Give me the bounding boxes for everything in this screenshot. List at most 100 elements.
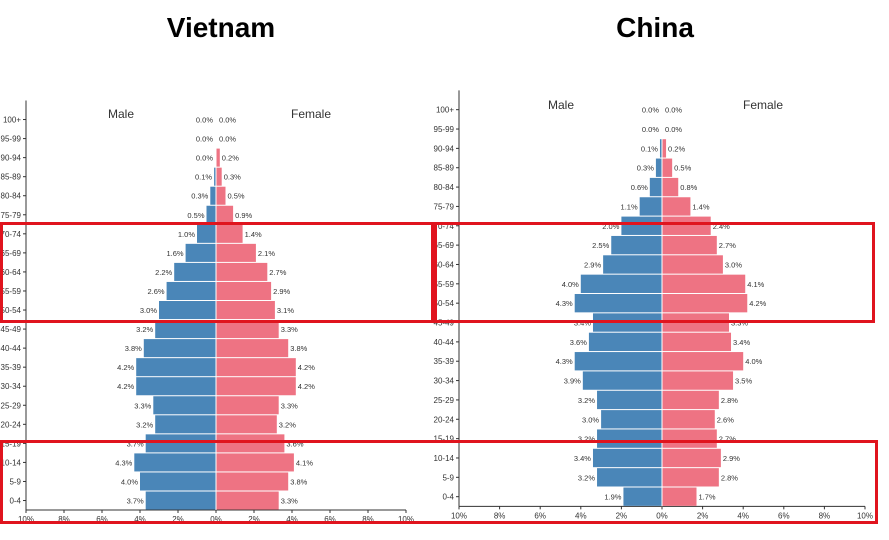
vietnam-male-label: Male <box>108 107 134 121</box>
vietnam-x-tick-label: 0% <box>210 515 222 524</box>
china-age-label: 75-79 <box>434 202 455 211</box>
vietnam-age-label: 80-84 <box>1 192 22 201</box>
china-age-label: 55-59 <box>434 280 455 289</box>
china-male-bar <box>580 274 662 293</box>
china-male-bar <box>582 371 662 390</box>
vietnam-female-value-label: 4.1% <box>296 458 313 467</box>
vietnam-male-bar <box>166 281 216 300</box>
vietnam-female-bar <box>216 205 234 224</box>
vietnam-female-value-label: 3.2% <box>279 420 296 429</box>
vietnam-age-label: 45-49 <box>1 325 22 334</box>
vietnam-female-value-label: 2.7% <box>269 268 286 277</box>
china-female-bar <box>662 487 697 506</box>
china-age-label: 10-14 <box>434 454 455 463</box>
china-male-value-label: 2.5% <box>592 241 609 250</box>
china-male-value-label: 4.0% <box>562 280 579 289</box>
china-female-bar <box>662 352 744 371</box>
vietnam-female-bar <box>216 415 277 434</box>
china-age-label: 20-24 <box>434 415 455 424</box>
vietnam-male-value-label: 3.7% <box>127 439 144 448</box>
china-male-value-label: 3.0% <box>582 415 599 424</box>
vietnam-male-value-label: 0.0% <box>196 116 213 125</box>
vietnam-male-bar <box>134 453 216 472</box>
vietnam-female-value-label: 0.9% <box>235 211 252 220</box>
china-age-label: 95-99 <box>434 125 455 134</box>
china-female-bar <box>662 274 746 293</box>
vietnam-male-bar <box>197 224 216 243</box>
vietnam-male-value-label: 3.2% <box>136 420 153 429</box>
china-male-bar <box>574 294 662 313</box>
vietnam-x-tick-label: 6% <box>96 515 108 524</box>
vietnam-age-label: 15-19 <box>1 439 22 448</box>
vietnam-female-bar <box>216 186 226 205</box>
vietnam-female-bar <box>216 167 222 186</box>
vietnam-male-value-label: 4.3% <box>115 458 132 467</box>
china-x-tick-label: 10% <box>451 511 467 520</box>
vietnam-female-value-label: 3.3% <box>281 497 298 506</box>
vietnam-x-tick-label: 2% <box>172 515 184 524</box>
china-female-bar <box>662 313 729 332</box>
vietnam-female-bar <box>216 320 279 339</box>
vietnam-age-label: 55-59 <box>1 287 22 296</box>
china-x-tick-label: 10% <box>857 511 873 520</box>
vietnam-male-bar <box>214 167 216 186</box>
vietnam-male-value-label: 4.2% <box>117 363 134 372</box>
vietnam-male-value-label: 1.0% <box>178 230 195 239</box>
vietnam-female-bar <box>216 301 275 320</box>
china-age-label: 90-94 <box>434 144 455 153</box>
china-male-bar <box>659 139 662 158</box>
china-age-label: 30-34 <box>434 377 455 386</box>
china-x-tick-label: 0% <box>656 511 668 520</box>
china-female-label: Female <box>743 98 783 112</box>
vietnam-male-value-label: 3.8% <box>125 344 142 353</box>
china-male-bar <box>597 468 662 487</box>
china-age-label: 70-74 <box>434 222 455 231</box>
china-age-label: 0-4 <box>442 493 454 502</box>
china-female-value-label: 1.4% <box>692 202 709 211</box>
vietnam-female-value-label: 3.8% <box>290 344 307 353</box>
vietnam-male-value-label: 3.7% <box>127 497 144 506</box>
china-male-bar <box>592 448 662 468</box>
vietnam-female-label: Female <box>291 107 331 121</box>
china-age-label: 65-69 <box>434 241 455 250</box>
china-male-bar <box>655 158 662 177</box>
china-x-tick-label: 6% <box>534 511 546 520</box>
china-male-bar <box>588 332 662 352</box>
china-male-bar <box>603 255 662 274</box>
vietnam-age-label: 30-34 <box>1 382 22 391</box>
china-age-label: 80-84 <box>434 183 455 192</box>
vietnam-male-bar <box>145 434 216 453</box>
china-male-bar <box>621 216 662 235</box>
china-female-value-label: 4.0% <box>745 357 762 366</box>
vietnam-female-value-label: 0.2% <box>222 154 239 163</box>
vietnam-male-value-label: 0.0% <box>196 135 213 144</box>
china-male-bar <box>649 177 662 197</box>
vietnam-x-tick-label: 2% <box>248 515 260 524</box>
china-female-bar <box>662 371 734 390</box>
china-female-value-label: 3.5% <box>735 377 752 386</box>
vietnam-female-value-label: 4.2% <box>298 363 315 372</box>
vietnam-male-bar <box>145 491 216 510</box>
china-female-bar <box>662 390 719 410</box>
china-female-value-label: 0.5% <box>674 164 691 173</box>
china-x-tick-label: 4% <box>575 511 587 520</box>
vietnam-female-value-label: 3.8% <box>290 477 307 486</box>
vietnam-x-tick-label: 10% <box>18 515 34 524</box>
china-age-label: 5-9 <box>442 473 454 482</box>
vietnam-male-value-label: 3.2% <box>136 325 153 334</box>
vietnam-age-label: 65-69 <box>1 249 22 258</box>
china-age-label: 15-19 <box>434 435 455 444</box>
vietnam-age-label: 20-24 <box>1 420 22 429</box>
china-male-value-label: 3.4% <box>574 454 591 463</box>
china-male-bar <box>623 487 662 506</box>
china-age-label: 85-89 <box>434 164 455 173</box>
vietnam-female-bar <box>216 396 279 415</box>
vietnam-male-value-label: 2.2% <box>155 268 172 277</box>
vietnam-age-label: 100+ <box>3 116 21 125</box>
china-female-bar <box>662 216 711 235</box>
vietnam-title: Vietnam <box>166 12 276 43</box>
vietnam-x-tick-label: 6% <box>324 515 336 524</box>
vietnam-age-label: 40-44 <box>1 344 22 353</box>
vietnam-age-label: 0-4 <box>9 497 21 506</box>
china-x-tick-label: 8% <box>819 511 831 520</box>
